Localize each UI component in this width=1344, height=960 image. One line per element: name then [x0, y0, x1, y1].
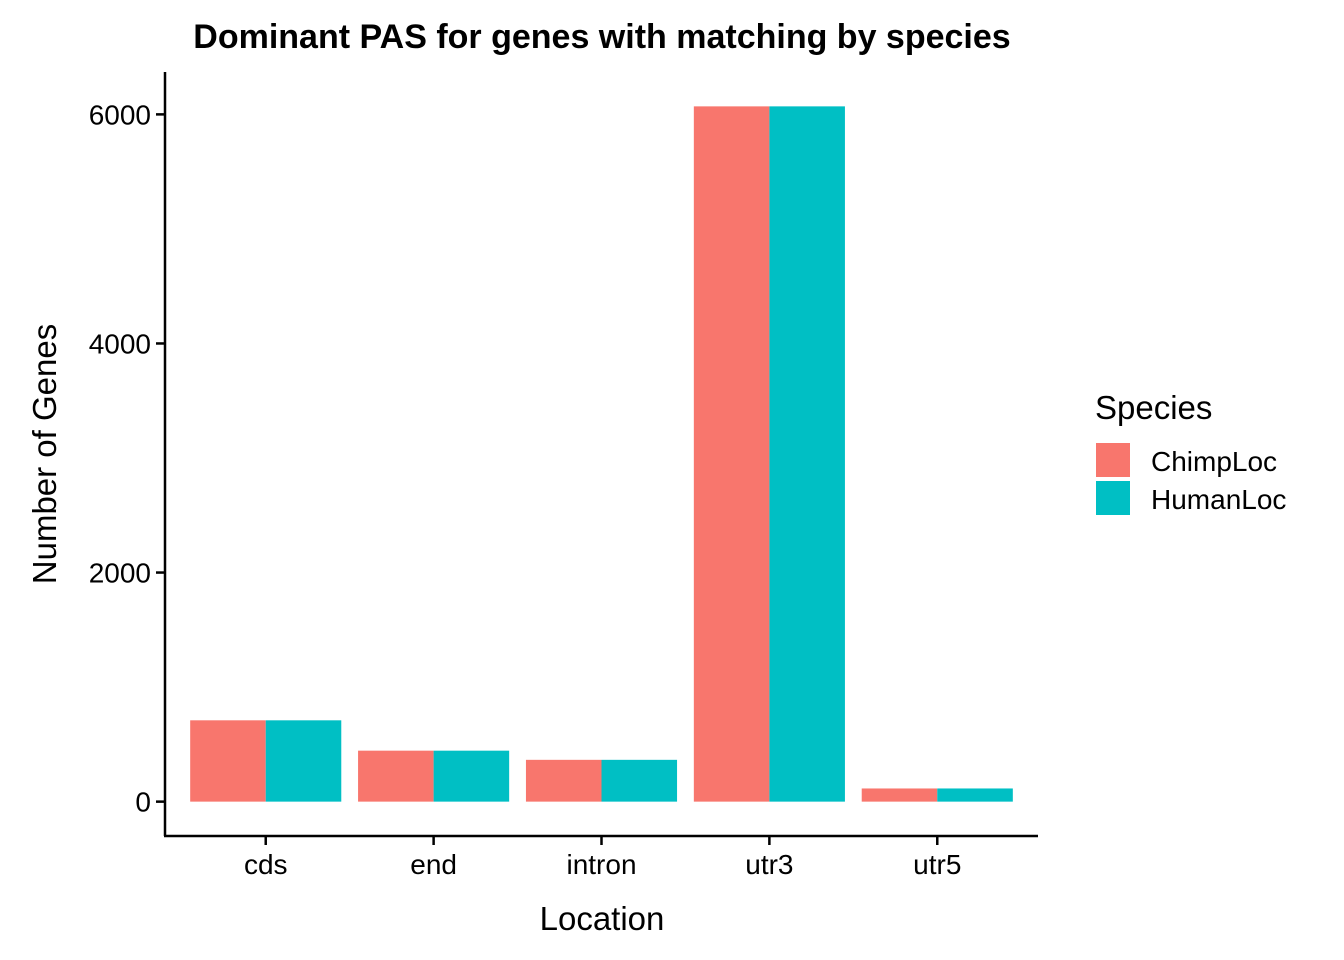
- y-tick-label: 0: [135, 787, 151, 818]
- bar-ChimpLoc-utr5: [861, 788, 938, 802]
- y-tick-label: 2000: [89, 558, 151, 589]
- legend-label-HumanLoc: HumanLoc: [1151, 484, 1286, 515]
- x-axis-title: Location: [540, 900, 665, 937]
- legend-label-ChimpLoc: ChimpLoc: [1151, 446, 1277, 477]
- y-tick-label: 6000: [89, 99, 151, 130]
- legend-key-ChimpLoc: [1096, 443, 1130, 477]
- bar-HumanLoc-utr3: [769, 106, 845, 802]
- bar-HumanLoc-utr5: [937, 788, 1013, 802]
- bar-HumanLoc-intron: [601, 759, 678, 802]
- x-tick-label: utr5: [913, 849, 961, 880]
- bar-ChimpLoc-intron: [525, 759, 602, 802]
- x-tick-label: intron: [566, 849, 636, 880]
- chart-title: Dominant PAS for genes with matching by …: [193, 18, 1010, 56]
- y-tick-label: 4000: [89, 328, 151, 359]
- legend-items: ChimpLoc HumanLoc: [1096, 443, 1286, 515]
- bar-ChimpLoc-cds: [190, 720, 266, 802]
- x-axis-ticks: cds end intron utr3 utr5: [244, 836, 961, 880]
- legend: Species ChimpLoc HumanLoc: [1095, 389, 1286, 515]
- legend-key-HumanLoc: [1096, 481, 1130, 515]
- bar-HumanLoc-cds: [265, 720, 342, 802]
- x-tick-label: end: [410, 849, 457, 880]
- bar-HumanLoc-end: [433, 750, 510, 802]
- bar-ChimpLoc-end: [358, 750, 434, 802]
- y-axis-title: Number of Genes: [26, 324, 63, 584]
- x-tick-label: cds: [244, 849, 288, 880]
- legend-title: Species: [1095, 389, 1212, 426]
- bar-ChimpLoc-utr3: [693, 106, 770, 802]
- y-axis-ticks: 0 2000 4000 6000: [89, 99, 165, 818]
- x-tick-label: utr3: [745, 849, 793, 880]
- bars-layer: [190, 106, 1013, 802]
